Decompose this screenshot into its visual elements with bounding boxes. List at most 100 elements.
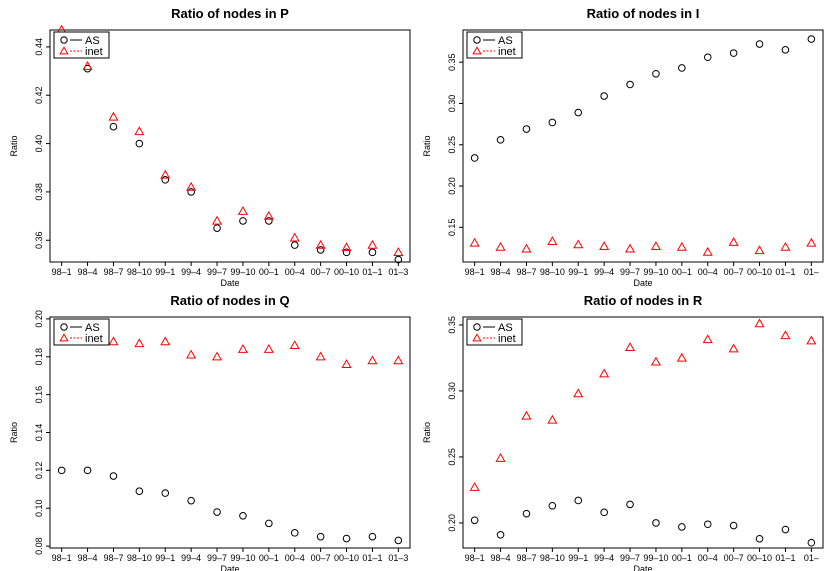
- point-inet: [237, 343, 249, 353]
- point-inet: [186, 181, 197, 191]
- point-as: [187, 496, 195, 505]
- point-inet: [547, 414, 558, 424]
- point-inet: [806, 335, 817, 345]
- x-tick-label: 99–7: [207, 267, 227, 277]
- x-tick-label: 99–7: [620, 553, 640, 563]
- x-tick-label: 00–1: [259, 553, 279, 563]
- point-as: [807, 538, 816, 547]
- point-inet: [108, 111, 119, 121]
- point-inet: [650, 241, 662, 250]
- chart-panel-3: Ratio of nodes in Q98–1 98–4 98–7 98–10 99–1…: [9, 293, 411, 571]
- point-inet: [806, 237, 817, 247]
- x-tick-label: 01–3: [388, 553, 408, 563]
- x-tick-label: 98–7: [103, 267, 123, 277]
- legend-label-inet: inet: [498, 46, 516, 58]
- y-tick-label: 0.38: [34, 183, 44, 201]
- point-as: [316, 532, 325, 541]
- y-axis-label: Ratio: [422, 422, 432, 443]
- y-tick-label: 0.30: [447, 382, 457, 400]
- chart-panel-2: Ratio of nodes in I98–1 98–4 98–7 98–10 99–1…: [422, 6, 824, 288]
- point-as: [265, 217, 273, 225]
- point-as: [626, 500, 634, 509]
- point-as: [213, 508, 221, 516]
- point-as: [394, 255, 403, 264]
- point-inet: [393, 247, 404, 256]
- point-inet: [624, 243, 636, 253]
- x-axis-label: Date: [220, 564, 239, 571]
- point-inet: [263, 343, 274, 353]
- point-inet: [547, 236, 558, 246]
- x-tick-label: 00–4: [698, 267, 718, 277]
- legend-label-as: AS: [498, 35, 513, 47]
- point-as: [548, 501, 557, 510]
- point-as: [781, 525, 790, 534]
- x-tick-label: 00–7: [311, 267, 331, 277]
- point-as: [213, 224, 221, 232]
- y-tick-label: 0.44: [34, 38, 44, 56]
- point-inet: [650, 356, 662, 366]
- point-as: [470, 154, 479, 162]
- point-inet: [599, 241, 610, 250]
- point-as: [470, 516, 479, 525]
- x-axis-label: Date: [633, 278, 652, 288]
- y-tick-label: 0.16: [34, 386, 44, 404]
- point-as: [496, 136, 505, 144]
- y-tick-label: 0.25: [447, 136, 457, 154]
- point-inet: [237, 206, 249, 215]
- y-tick-label: 0.20: [447, 177, 457, 195]
- x-tick-label: 00–10: [747, 267, 772, 277]
- x-tick-label: 98–10: [127, 553, 152, 563]
- point-as: [755, 534, 764, 543]
- point-as: [239, 217, 247, 225]
- point-inet: [211, 215, 223, 225]
- point-inet: [160, 336, 171, 346]
- y-tick-label: 0.14: [34, 424, 44, 442]
- legend-label-as: AS: [85, 35, 100, 47]
- point-as: [781, 46, 790, 54]
- y-tick-label: 0.12: [34, 462, 44, 480]
- x-tick-label: 00–1: [259, 267, 279, 277]
- y-tick-label: 0.40: [34, 135, 44, 153]
- point-as: [678, 64, 686, 72]
- x-tick-label: 98–7: [103, 553, 123, 563]
- plot-frame: [462, 316, 824, 549]
- x-tick-label: 01–1: [775, 553, 795, 563]
- point-inet: [263, 210, 274, 220]
- y-tick-label: 0.20: [34, 310, 44, 328]
- point-inet: [521, 243, 532, 253]
- legend-label-inet: inet: [498, 333, 516, 345]
- point-inet: [599, 368, 610, 378]
- x-tick-label: 98–10: [540, 267, 565, 277]
- x-tick-label: 98–4: [78, 267, 98, 277]
- point-as: [83, 466, 92, 475]
- x-axis-label: Date: [220, 278, 239, 288]
- x-tick-label: 99–10: [643, 267, 668, 277]
- chart-panel-1: Ratio of nodes in P98–1 98–4 98–7 98–10 99–1…: [9, 6, 411, 288]
- x-tick-label: 00–1: [672, 553, 692, 563]
- point-as: [678, 523, 686, 531]
- point-inet: [289, 340, 300, 350]
- plot-frame: [49, 316, 411, 549]
- x-tick-label: 98–1: [52, 267, 72, 277]
- point-as: [109, 122, 118, 131]
- x-tick-label: 99–1: [568, 267, 588, 277]
- x-tick-label: 99–1: [155, 267, 175, 277]
- x-tick-label: 00–7: [724, 267, 744, 277]
- point-as: [652, 519, 660, 527]
- x-tick-label: 99–10: [230, 553, 255, 563]
- point-as: [522, 509, 531, 518]
- x-tick-label: 00–10: [334, 553, 359, 563]
- x-axis-label: Date: [633, 564, 652, 571]
- point-as: [548, 118, 557, 127]
- point-inet: [469, 237, 480, 247]
- x-tick-label: 00–10: [747, 553, 772, 563]
- x-tick-label: 99–4: [181, 553, 201, 563]
- point-inet: [495, 453, 506, 462]
- y-tick-label: 0.18: [34, 348, 44, 366]
- point-as: [342, 534, 351, 543]
- point-as: [368, 532, 377, 541]
- x-tick-label: 99–1: [155, 553, 175, 563]
- point-inet: [367, 239, 378, 249]
